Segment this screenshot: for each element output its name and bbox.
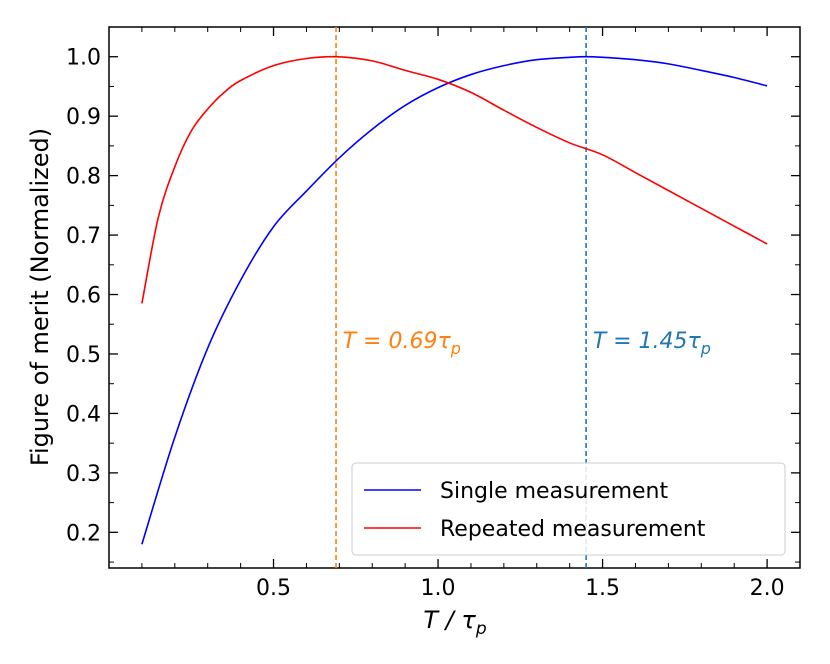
y-tick-label: 0.6 — [66, 284, 101, 309]
legend: Single measurement Repeated measurement — [351, 462, 786, 556]
y-axis-label: Figure of merit (Normalized) — [26, 128, 54, 466]
legend-label-repeated: Repeated measurement — [440, 517, 706, 542]
y-tick-label: 0.9 — [66, 105, 101, 130]
legend-box — [351, 462, 786, 556]
x-tick-label: 1.5 — [585, 576, 620, 601]
x-axis-label-sub: p — [475, 619, 487, 639]
series-line-single — [141, 55, 768, 545]
x-tick-label: 1.0 — [421, 576, 456, 601]
annotation-t-069: T = 0.69τp — [343, 329, 461, 358]
y-tick-label: 0.5 — [66, 343, 101, 368]
y-tick-label: 1.0 — [66, 46, 101, 71]
legend-label-single: Single measurement — [440, 479, 668, 504]
annotation-t-069-main: T = 0.69τ — [343, 329, 452, 354]
x-tick-label: 2.0 — [750, 576, 785, 601]
x-axis-label: T / τp — [423, 606, 486, 639]
y-tick-label: 0.8 — [66, 165, 101, 190]
x-tick-label: 0.5 — [256, 576, 291, 601]
axis-ticks — [109, 26, 801, 568]
annotation-t-145: T = 1.45τp — [593, 329, 711, 358]
series-line-repeated — [141, 55, 768, 304]
y-tick-label: 0.3 — [66, 462, 101, 487]
series-lines — [141, 55, 768, 545]
x-axis-label-main: T / τ — [423, 606, 476, 634]
y-tick-label: 0.7 — [66, 224, 101, 249]
annotation-t-069-sub: p — [450, 339, 461, 358]
axis-tick-labels: 0.5 1.0 1.5 2.0 0.2 0.3 0.4 0.5 0.6 0.7 0.8 0.9 1.0 — [66, 46, 785, 601]
annotation-t-145-main: T = 1.45τ — [593, 329, 702, 354]
y-tick-label: 0.4 — [66, 402, 101, 427]
annotation-t-145-sub: p — [700, 339, 711, 358]
y-tick-label: 0.2 — [66, 521, 101, 546]
